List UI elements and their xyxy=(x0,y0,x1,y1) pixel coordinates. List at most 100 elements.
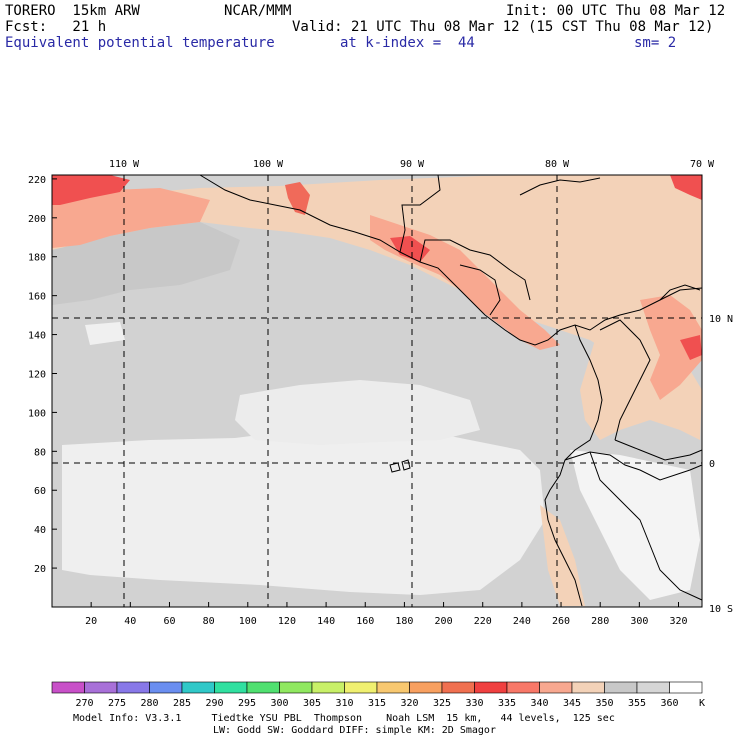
colorbar-label: 350 xyxy=(595,698,613,709)
colorbar-swatch xyxy=(181,681,215,694)
bottom-tick-label: 20 xyxy=(85,616,97,627)
colorbar-swatch xyxy=(441,681,475,694)
colorbar-swatch xyxy=(571,681,605,694)
border-peru-brazil xyxy=(589,451,703,601)
left-tick-label: 180 xyxy=(28,253,46,264)
colorbar-swatch xyxy=(539,681,573,694)
colorbar-label: 325 xyxy=(433,698,451,709)
coast-yucatan xyxy=(399,174,441,253)
init-time: Init: 00 UTC Thu 08 Mar 12 xyxy=(506,3,726,19)
colorbar-label: 280 xyxy=(140,698,158,709)
coast-mexico xyxy=(199,174,703,346)
colorbar-label: 330 xyxy=(465,698,483,709)
colorbar-label: 335 xyxy=(498,698,516,709)
bottom-tick-label: 120 xyxy=(278,616,296,627)
theta-e-field xyxy=(52,175,702,607)
left-axis: 20 40 60 80 100 120 140 160 180 200 220 xyxy=(28,175,57,575)
colorbar-label: 300 xyxy=(270,698,288,709)
top-axis-labels: 110 W 100 W 90 W 80 W 70 W xyxy=(109,159,715,170)
colorbar-swatch xyxy=(604,681,638,694)
bottom-tick-label: 100 xyxy=(239,616,257,627)
right-label: 0 xyxy=(709,459,715,470)
colorbar-swatch xyxy=(474,681,508,694)
colorbar-swatch xyxy=(376,681,410,694)
model-name: TORERO 15km ARW xyxy=(5,3,140,19)
colorbar-swatch xyxy=(279,681,313,694)
colorbar-swatch xyxy=(344,681,378,694)
left-tick-label: 60 xyxy=(34,486,46,497)
colorbar-label: 355 xyxy=(628,698,646,709)
forecast-hour: Fcst: 21 h xyxy=(5,19,107,35)
colorbar-swatch xyxy=(669,681,703,694)
warm-band-north xyxy=(52,175,702,380)
white-patch-west xyxy=(85,322,125,345)
model-info: Model Info: V3.3.1 Tiedtke YSU PBL Thomp… xyxy=(73,713,615,724)
red-patch-mexico xyxy=(285,182,310,215)
coast-caribbean-islands xyxy=(519,177,601,196)
colorbar-label: 275 xyxy=(108,698,126,709)
bottom-tick-label: 40 xyxy=(124,616,136,627)
coast-colombia-west xyxy=(544,324,603,521)
colorbar-swatch xyxy=(409,681,443,694)
right-label: 10 N xyxy=(709,314,733,325)
colorbar-label: 340 xyxy=(530,698,548,709)
left-tick-label: 40 xyxy=(34,525,46,536)
bottom-tick-label: 180 xyxy=(395,616,413,627)
bottom-tick-label: 200 xyxy=(435,616,453,627)
bottom-tick-label: 60 xyxy=(163,616,175,627)
bottom-axis: 20 40 60 80 100 120 140 160 180 200 220 240 260 280 30… xyxy=(85,602,688,627)
colorbar-label: 310 xyxy=(335,698,353,709)
left-tick-label: 100 xyxy=(28,408,46,419)
colorbar-label: 295 xyxy=(238,698,256,709)
colorbar: 270 275 280 285 290 295 300 305 310 315 320 325 330 3… xyxy=(51,681,705,709)
bottom-tick-label: 160 xyxy=(356,616,374,627)
colorbar-swatch xyxy=(214,681,248,694)
colorbar-label: 320 xyxy=(400,698,418,709)
warm-west-grey xyxy=(52,222,240,305)
bottom-tick-label: 220 xyxy=(474,616,492,627)
bottom-tick-label: 80 xyxy=(203,616,215,627)
level-index: at k-index = 44 xyxy=(340,35,475,51)
colorbar-unit: K xyxy=(699,698,705,709)
border-honduras xyxy=(459,264,501,316)
left-tick-label: 80 xyxy=(34,447,46,458)
white-patch-east xyxy=(570,450,700,600)
bottom-tick-label: 300 xyxy=(630,616,648,627)
top-label: 90 W xyxy=(400,159,425,170)
top-label: 100 W xyxy=(253,159,284,170)
colorbar-swatch xyxy=(116,681,150,694)
colorbar-swatch xyxy=(311,681,345,694)
orange-patch-colombia xyxy=(640,295,702,400)
bottom-tick-label: 320 xyxy=(669,616,687,627)
border-colombia-venezuela xyxy=(599,319,651,441)
map-frame xyxy=(51,174,703,608)
coastlines xyxy=(199,174,703,607)
colorbar-label: 270 xyxy=(75,698,93,709)
coast-venezuela xyxy=(659,284,701,301)
top-label: 110 W xyxy=(109,159,140,170)
bottom-tick-label: 280 xyxy=(591,616,609,627)
bottom-tick-label: 260 xyxy=(552,616,570,627)
red-patch-ne xyxy=(670,175,702,200)
center-name: NCAR/MMM xyxy=(224,3,292,19)
colorbar-label: 305 xyxy=(303,698,321,709)
left-tick-label: 120 xyxy=(28,369,46,380)
left-tick-label: 160 xyxy=(28,292,46,303)
colorbar-swatch xyxy=(149,681,183,694)
border-guatemala xyxy=(419,239,531,301)
smoothing: sm= 2 xyxy=(634,35,677,51)
top-label: 70 W xyxy=(690,159,715,170)
colorbar-swatch xyxy=(506,681,540,694)
white-patch-south xyxy=(62,425,545,595)
colorbar-label: 285 xyxy=(173,698,191,709)
left-tick-label: 140 xyxy=(28,331,46,342)
red-patch-venezuela xyxy=(680,335,702,360)
colorbar-swatch xyxy=(51,681,85,694)
galapagos xyxy=(389,459,411,473)
coast-peru xyxy=(547,519,583,607)
right-label: 10 S xyxy=(709,604,733,615)
top-label: 80 W xyxy=(545,159,570,170)
valid-time: Valid: 21 UTC Thu 08 Mar 12 (15 CST Thu … xyxy=(292,19,714,35)
